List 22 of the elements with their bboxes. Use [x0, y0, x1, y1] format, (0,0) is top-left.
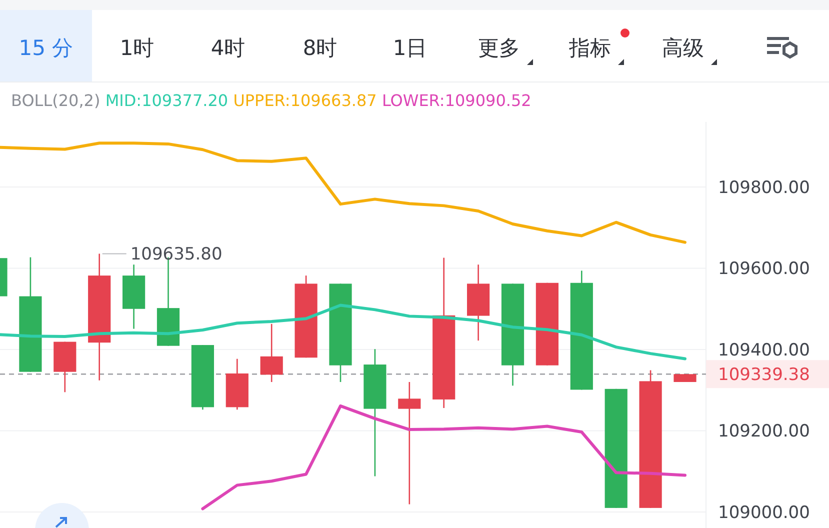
y-tick-label: 109400.00: [718, 340, 810, 360]
y-tick-label: 109800.00: [718, 178, 810, 198]
text: UPPER:109663.87: [233, 91, 382, 110]
text: 更多: [478, 36, 520, 60]
text: 指标: [568, 36, 611, 60]
text: LOWER:109090.52: [382, 91, 532, 110]
text: 4时: [210, 36, 246, 60]
y-tick-label: 109600.00: [718, 259, 810, 280]
text: MID:109377.20: [105, 91, 234, 110]
text: 1时: [120, 36, 154, 60]
candlestick: [260, 323, 283, 383]
text: 高级: [662, 36, 704, 60]
y-tick-label: 109200.00: [718, 422, 810, 442]
text: 15 分: [18, 36, 74, 60]
line-series: [201, 404, 686, 510]
text: 1日: [392, 36, 428, 60]
ref-line-label: 109339.38: [718, 365, 810, 386]
text: 8时: [302, 36, 338, 60]
annotation: 109635.80: [130, 244, 222, 265]
legend-title: BOLL(20,2): [11, 91, 106, 110]
candlestick: [398, 381, 421, 505]
y-tick-label: 109000.00: [718, 502, 810, 523]
